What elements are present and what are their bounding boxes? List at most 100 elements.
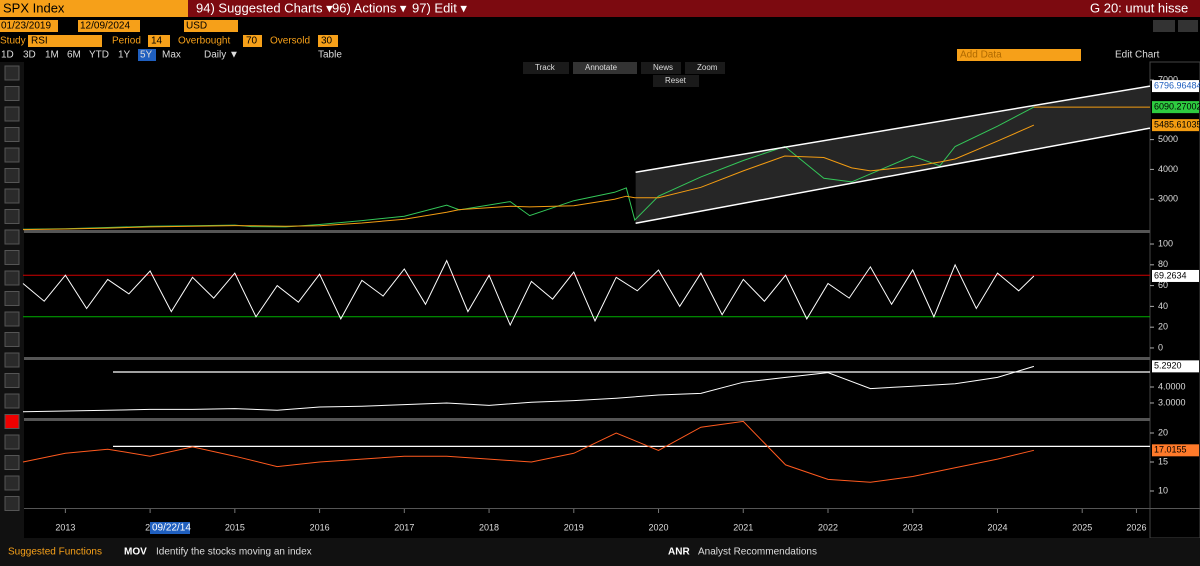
ticker-box[interactable]: [0, 0, 188, 17]
menu[interactable]: 97) Edit ▾: [412, 0, 467, 15]
table-button[interactable]: Table: [318, 50, 342, 61]
menu[interactable]: 94) Suggested Charts ▾: [196, 0, 333, 15]
range-button[interactable]: YTD: [89, 50, 109, 61]
tool-label[interactable]: Annotate: [585, 63, 618, 72]
range-active[interactable]: [138, 49, 156, 61]
currency-field[interactable]: [184, 20, 238, 32]
y-tick-label: 100: [1158, 238, 1173, 248]
user-group[interactable]: G 20: umut hisse: [1090, 0, 1188, 15]
oversold-label: Oversold: [270, 36, 310, 47]
crosshair-date: 09/22/14: [152, 523, 191, 534]
series-line: [22, 365, 1035, 413]
tool-icon[interactable]: [4, 86, 20, 101]
y-tick-label: 20: [1158, 427, 1168, 437]
tool-icon[interactable]: [4, 373, 20, 388]
tool-label[interactable]: Track: [535, 63, 556, 72]
tool-label[interactable]: Reset: [665, 76, 687, 85]
add-data[interactable]: Add Data: [960, 50, 1002, 61]
range-button[interactable]: 5Y: [140, 50, 153, 61]
range-button[interactable]: 1D: [1, 50, 14, 61]
tool-icon[interactable]: [4, 455, 20, 470]
tool-label[interactable]: Zoom: [697, 63, 718, 72]
overbought-field[interactable]: [243, 35, 262, 47]
menu[interactable]: 96) Actions ▾: [332, 0, 407, 15]
series-line: [22, 124, 1035, 231]
x-tick-label: 2020: [649, 522, 669, 532]
tool-icon[interactable]: [4, 496, 20, 511]
range-button[interactable]: 6M: [67, 50, 81, 61]
y-tick-label: 80: [1158, 259, 1168, 269]
panel-separator: [24, 357, 1150, 360]
tool-icon[interactable]: [4, 352, 20, 368]
frequency[interactable]: Daily ▼: [204, 50, 239, 61]
value-axis: [1149, 61, 1200, 539]
series-line: [635, 85, 1151, 173]
tool-icon[interactable]: [4, 127, 20, 142]
oversold-field[interactable]: [318, 35, 338, 47]
y-tick-label: 3000: [1158, 194, 1178, 204]
x-tick-label: 2018: [479, 522, 499, 532]
function-code[interactable]: ANR: [668, 547, 690, 558]
value-tag-label: 6090.27002: [1154, 102, 1200, 112]
tool-icon[interactable]: [4, 291, 20, 306]
tool-icon[interactable]: [4, 147, 20, 163]
currency[interactable]: USD: [186, 21, 207, 32]
ticker[interactable]: SPX Index: [3, 0, 65, 15]
range-button[interactable]: 1M: [45, 50, 59, 61]
tool-icon[interactable]: [4, 209, 20, 224]
tool-icon[interactable]: [4, 106, 20, 122]
chart-panel: 10152017.0155201320201520162017201820192…: [22, 420, 1199, 532]
function-text[interactable]: Analyst Recommendations: [698, 547, 817, 558]
tool-icon[interactable]: [4, 229, 20, 245]
series-line: [22, 106, 1035, 230]
tool-button[interactable]: [641, 62, 681, 74]
tool-button[interactable]: [523, 62, 569, 74]
x-tick-label: 2015: [225, 522, 245, 532]
start-date[interactable]: 01/23/2019: [1, 21, 51, 32]
tool-icon[interactable]: [4, 414, 20, 429]
chart-panel: 3.0000 4.0000 5.2920: [22, 360, 1199, 413]
range-button[interactable]: 1Y: [118, 50, 131, 61]
tool-icon[interactable]: [4, 188, 20, 204]
undo[interactable]: [1153, 20, 1175, 32]
date-field[interactable]: [78, 20, 140, 32]
overbought[interactable]: 70: [246, 36, 258, 47]
function-text[interactable]: Identify the stocks moving an index: [156, 547, 312, 558]
overbought-label: Overbought: [178, 36, 230, 47]
y-tick-label: 20: [1158, 322, 1168, 332]
x-tick-label: 2017: [394, 522, 414, 532]
tool-icon[interactable]: [4, 434, 20, 450]
period[interactable]: 14: [151, 36, 163, 47]
study-field[interactable]: [28, 35, 102, 47]
add-data-field[interactable]: [957, 49, 1081, 61]
suggested-functions[interactable]: Suggested Functions: [8, 547, 102, 558]
tool-icon[interactable]: [4, 270, 20, 286]
tool-icon[interactable]: [4, 250, 20, 265]
tool-icon[interactable]: [4, 475, 20, 491]
tool-icon[interactable]: [4, 332, 20, 347]
y-tick-label: 0: [1158, 342, 1163, 352]
study-name[interactable]: RSI: [31, 36, 48, 47]
oversold[interactable]: 30: [321, 36, 333, 47]
tool-icon[interactable]: [4, 168, 20, 183]
range-button[interactable]: Max: [162, 50, 181, 61]
redo[interactable]: [1178, 20, 1198, 32]
tool-button[interactable]: [573, 62, 637, 74]
tool-icon[interactable]: [4, 311, 20, 327]
tool-label[interactable]: News: [653, 63, 673, 72]
value-tag: [1152, 101, 1199, 114]
end-date[interactable]: 12/09/2024: [80, 21, 130, 32]
x-tick-label: 2022: [818, 522, 838, 532]
y-tick-label: 7000: [1158, 74, 1178, 84]
tool-button[interactable]: [685, 62, 725, 74]
series-line: [22, 420, 1035, 483]
edit-chart[interactable]: Edit Chart: [1115, 50, 1160, 61]
date-field[interactable]: [0, 20, 58, 32]
function-code[interactable]: MOV: [124, 547, 147, 558]
period-field[interactable]: [148, 35, 170, 47]
range-button[interactable]: 3D: [23, 50, 36, 61]
tool-button[interactable]: [653, 75, 699, 87]
tool-icon[interactable]: [4, 65, 20, 81]
tool-icon[interactable]: [4, 393, 20, 409]
